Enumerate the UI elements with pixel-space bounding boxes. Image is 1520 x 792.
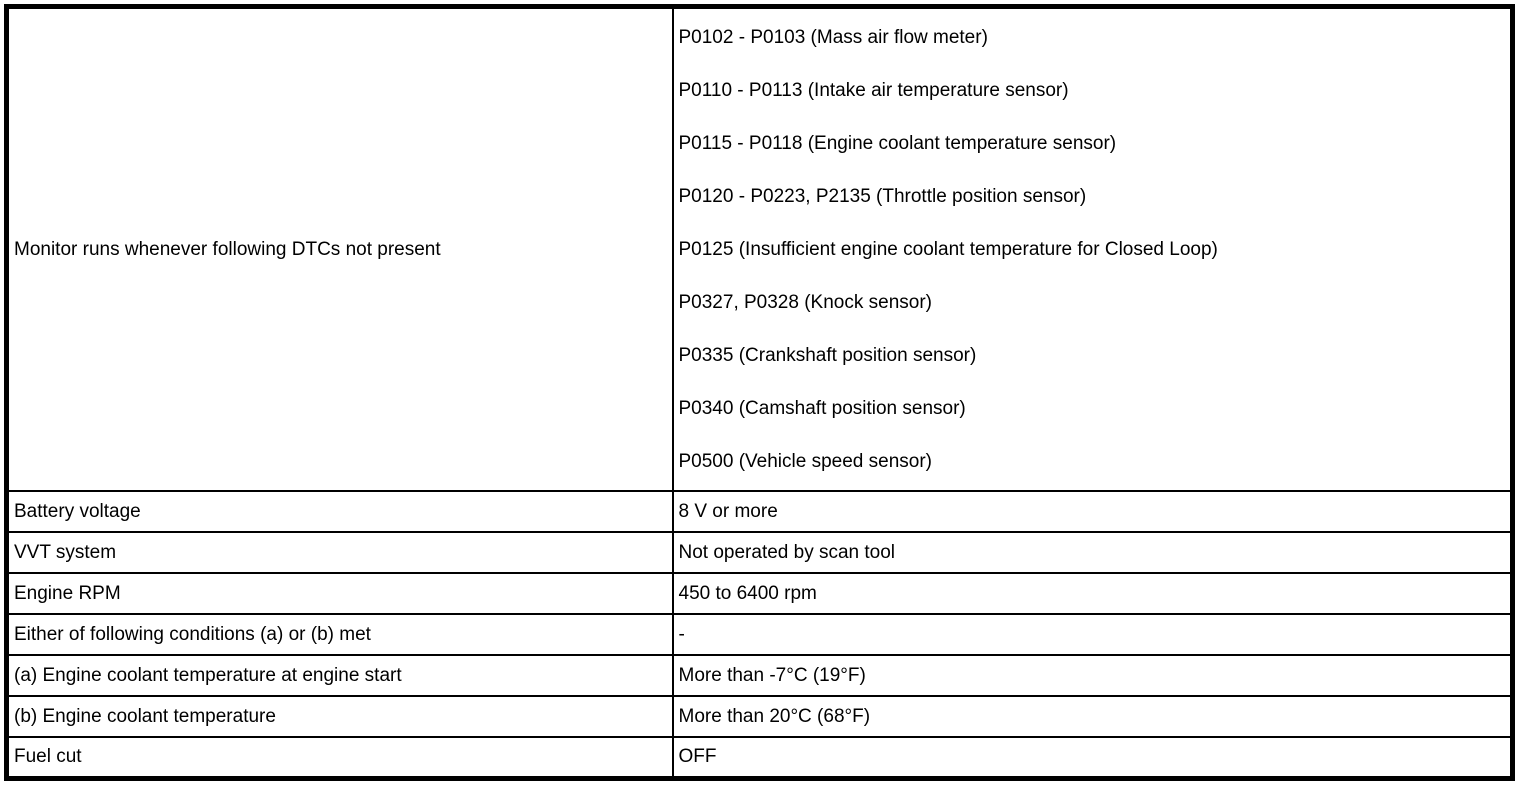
- table-row-engine-rpm: Engine RPM 450 to 6400 rpm: [5, 572, 1514, 615]
- condition-value-cell: -: [671, 613, 1514, 656]
- dtc-item: P0102 - P0103 (Mass air flow meter): [678, 27, 988, 48]
- monitor-conditions-table: Monitor runs whenever following DTCs not…: [4, 4, 1515, 781]
- dtc-item: P0110 - P0113 (Intake air temperature se…: [678, 80, 1069, 101]
- table-row-either-condition: Either of following conditions (a) or (b…: [5, 613, 1514, 656]
- condition-label-cell: Fuel cut: [5, 736, 674, 779]
- condition-value-cell: 8 V or more: [671, 490, 1514, 533]
- condition-label-cell: Monitor runs whenever following DTCs not…: [5, 5, 674, 492]
- dtc-item: P0500 (Vehicle speed sensor): [678, 451, 933, 472]
- table-row-fuel-cut: Fuel cut OFF: [5, 736, 1514, 779]
- condition-label-cell: (a) Engine coolant temperature at engine…: [5, 654, 674, 697]
- spec-table-container: Monitor runs whenever following DTCs not…: [4, 4, 1515, 781]
- condition-value-cell: More than 20°C (68°F): [671, 695, 1514, 738]
- table-row-coolant-temp-engine-start: (a) Engine coolant temperature at engine…: [5, 654, 1514, 697]
- dtc-list-cell: P0102 - P0103 (Mass air flow meter) P011…: [671, 5, 1514, 492]
- dtc-item: P0120 - P0223, P2135 (Throttle position …: [678, 186, 1087, 207]
- table-row-battery-voltage: Battery voltage 8 V or more: [5, 490, 1514, 533]
- condition-value-cell: OFF: [671, 736, 1514, 779]
- condition-label-cell: Engine RPM: [5, 572, 674, 615]
- dtc-item: P0115 - P0118 (Engine coolant temperatur…: [678, 133, 1117, 154]
- condition-value-cell: More than -7°C (19°F): [671, 654, 1514, 697]
- condition-label-cell: Battery voltage: [5, 490, 674, 533]
- condition-value-cell: Not operated by scan tool: [671, 531, 1514, 574]
- condition-value-cell: 450 to 6400 rpm: [671, 572, 1514, 615]
- dtc-item: P0327, P0328 (Knock sensor): [678, 292, 933, 313]
- dtc-item: P0335 (Crankshaft position sensor): [678, 345, 977, 366]
- table-row-coolant-temp: (b) Engine coolant temperature More than…: [5, 695, 1514, 738]
- dtc-item: P0125 (Insufficient engine coolant tempe…: [678, 239, 1218, 260]
- condition-label-cell: (b) Engine coolant temperature: [5, 695, 674, 738]
- condition-label-cell: VVT system: [5, 531, 674, 574]
- dtc-item: P0340 (Camshaft position sensor): [678, 398, 966, 419]
- table-row-dtc-conditions: Monitor runs whenever following DTCs not…: [5, 5, 1514, 492]
- condition-label-cell: Either of following conditions (a) or (b…: [5, 613, 674, 656]
- table-row-vvt-system: VVT system Not operated by scan tool: [5, 531, 1514, 574]
